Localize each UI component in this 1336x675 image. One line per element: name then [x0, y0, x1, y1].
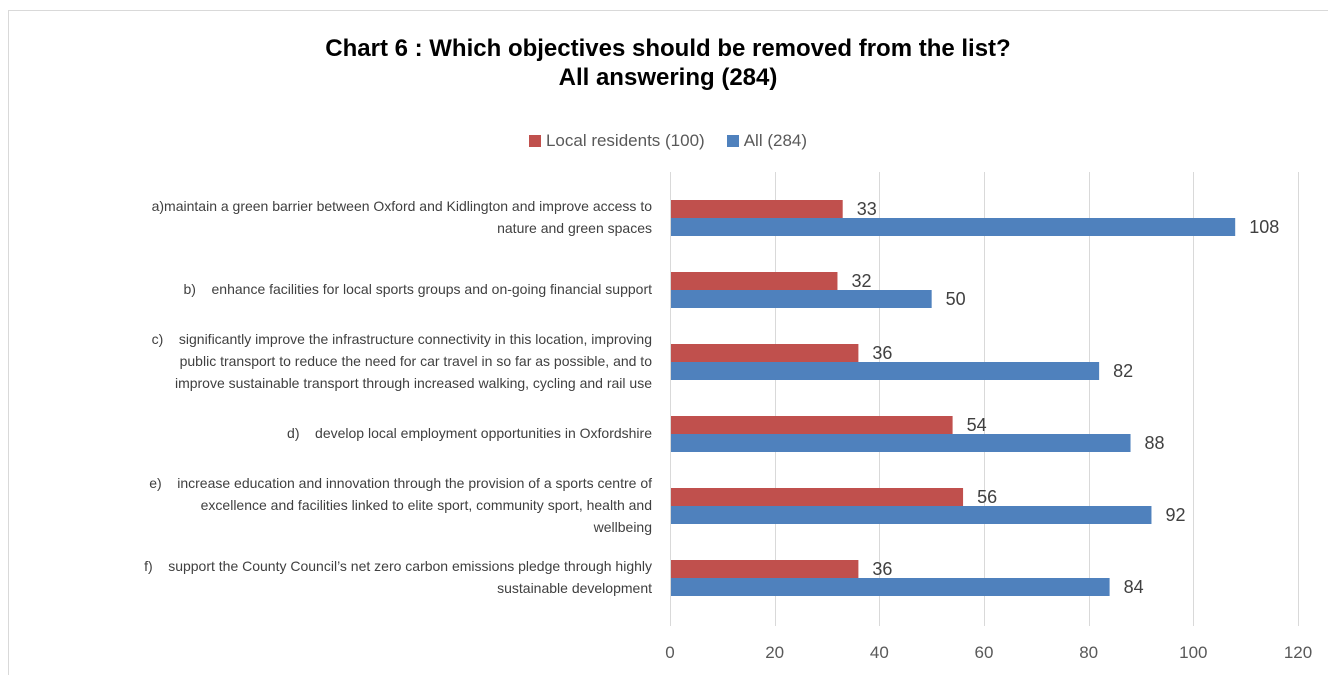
- bar-local-residents-3: [670, 416, 953, 434]
- x-tick-label-20: 20: [765, 643, 784, 662]
- value-label-all-2: 82: [1113, 361, 1133, 381]
- x-tick-label-80: 80: [1079, 643, 1098, 662]
- legend-label-all: All (284): [743, 131, 808, 150]
- value-label-local-residents-3: 54: [967, 415, 987, 435]
- value-label-local-residents-5: 36: [872, 559, 892, 579]
- value-label-local-residents-2: 36: [872, 343, 892, 363]
- category-label-line: wellbeing: [593, 519, 652, 535]
- category-label-line: c) significantly improve the infrastruct…: [151, 331, 652, 347]
- bar-local-residents-0: [670, 200, 843, 218]
- value-label-all-4: 92: [1165, 505, 1185, 525]
- bar-all-5: [670, 578, 1110, 596]
- category-label-2: c) significantly improve the infrastruct…: [0, 328, 652, 394]
- chart-frame: [8, 10, 1328, 675]
- category-label-4: e) increase education and innovation thr…: [0, 472, 652, 538]
- value-label-local-residents-1: 32: [851, 271, 871, 291]
- bar-all-2: [670, 362, 1100, 380]
- bar-local-residents-4: [670, 488, 964, 506]
- category-label-line: f) support the County Council’s net zero…: [144, 558, 652, 574]
- chart-title: Chart 6 : Which objectives should be rem…: [325, 35, 1011, 62]
- value-label-all-3: 88: [1145, 433, 1165, 453]
- chart-subtitle: All answering (284): [558, 64, 778, 91]
- legend-swatch-local-residents: [528, 135, 541, 147]
- category-label-line: e) increase education and innovation thr…: [149, 475, 652, 491]
- value-label-all-5: 84: [1124, 577, 1144, 597]
- chart-legend: Local residents (100) All (284): [0, 129, 1336, 153]
- category-label-1: b) enhance facilities for local sports g…: [0, 278, 653, 300]
- value-label-all-1: 50: [946, 289, 966, 309]
- value-label-all-0: 108: [1249, 217, 1279, 237]
- legend-item-local-residents: Local residents (100): [528, 131, 705, 151]
- value-label-local-residents-0: 33: [857, 199, 877, 219]
- bar-all-4: [670, 506, 1152, 524]
- bar-local-residents-5: [670, 560, 859, 578]
- category-label-line: public transport to reduce the need for …: [179, 353, 652, 369]
- chart-title-block: Chart 6 : Which objectives should be rem…: [0, 34, 1336, 92]
- category-label-line: b) enhance facilities for local sports g…: [183, 281, 653, 297]
- x-tick-label-0: 0: [665, 643, 674, 662]
- bar-local-residents-2: [670, 344, 859, 362]
- bar-all-1: [670, 290, 932, 308]
- category-label-3: d) develop local employment opportunitie…: [0, 422, 652, 444]
- bar-all-3: [670, 434, 1131, 452]
- category-label-line: d) develop local employment opportunitie…: [287, 425, 652, 441]
- category-label-line: improve sustainable transport through in…: [174, 375, 652, 391]
- x-tick-label-60: 60: [975, 643, 994, 662]
- legend-item-all: All (284): [726, 131, 808, 151]
- category-label-line: nature and green spaces: [497, 220, 652, 236]
- legend-swatch-all: [726, 135, 739, 147]
- category-label-0: a)maintain a green barrier between Oxfor…: [0, 195, 652, 239]
- bar-local-residents-1: [670, 272, 838, 290]
- category-label-5: f) support the County Council’s net zero…: [0, 555, 652, 599]
- category-label-line: a)maintain a green barrier between Oxfor…: [151, 198, 652, 214]
- x-tick-label-40: 40: [870, 643, 889, 662]
- category-label-line: excellence and facilities linked to elit…: [200, 497, 652, 513]
- x-tick-label-100: 100: [1179, 643, 1207, 662]
- legend-label-local-residents: Local residents (100): [545, 131, 705, 150]
- value-label-local-residents-4: 56: [977, 487, 997, 507]
- bar-all-0: [670, 218, 1236, 236]
- category-label-line: sustainable development: [497, 580, 652, 596]
- x-tick-label-120: 120: [1284, 643, 1312, 662]
